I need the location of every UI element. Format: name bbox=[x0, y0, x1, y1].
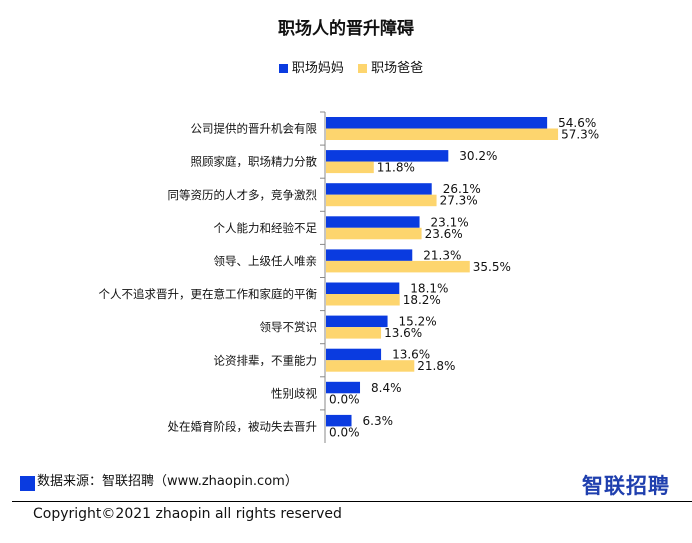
category-label: 照顾家庭，职场精力分散 bbox=[191, 155, 318, 169]
bar-dad bbox=[326, 194, 437, 207]
bar-mom bbox=[326, 282, 400, 294]
bar-mom bbox=[326, 216, 420, 228]
category-label: 同等资历的人才多，竞争激烈 bbox=[168, 188, 318, 202]
divider bbox=[12, 501, 692, 502]
bar-dad bbox=[326, 260, 470, 273]
data-label: 21.8% bbox=[417, 359, 455, 373]
category-label: 论资排辈，不重能力 bbox=[214, 353, 318, 367]
source-text: 数据来源：智联招聘（www.zhaopin.com） bbox=[37, 474, 298, 489]
zhaopin-logo: 智联招聘 bbox=[582, 474, 670, 498]
data-label: 21.3% bbox=[423, 248, 461, 262]
data-label: 30.2% bbox=[459, 149, 497, 163]
data-label: 54.6% bbox=[558, 116, 596, 130]
bar-mom bbox=[326, 348, 382, 361]
bar-mom bbox=[326, 150, 449, 162]
bar-mom bbox=[326, 315, 388, 328]
category-label: 个人不追求晋升，更在意工作和家庭的平衡 bbox=[99, 287, 318, 301]
data-label: 23.1% bbox=[431, 215, 469, 229]
bar-dad bbox=[326, 227, 422, 240]
bar-dad bbox=[326, 161, 374, 174]
legend-label-mom: 职场妈妈 bbox=[291, 61, 344, 76]
data-label: 6.3% bbox=[363, 414, 394, 428]
category-label: 个人能力和经验不足 bbox=[214, 221, 318, 235]
legend-swatch-dad bbox=[358, 64, 368, 73]
bar-mom bbox=[326, 414, 352, 427]
data-label: 26.1% bbox=[443, 182, 481, 196]
bar-mom bbox=[326, 249, 413, 261]
bar-dad bbox=[326, 327, 382, 339]
category-label: 领导不赏识 bbox=[260, 320, 318, 334]
data-label: 0.0% bbox=[329, 425, 360, 439]
category-label: 性别歧视 bbox=[271, 386, 317, 400]
data-label: 13.6% bbox=[384, 326, 422, 340]
data-label: 35.5% bbox=[473, 260, 511, 274]
data-label: 11.8% bbox=[377, 161, 415, 175]
data-label: 18.2% bbox=[403, 293, 441, 307]
bar-dad bbox=[326, 294, 400, 306]
legend-label-dad: 职场爸爸 bbox=[371, 61, 424, 76]
legend-swatch-mom bbox=[278, 64, 288, 73]
source-marker-icon bbox=[20, 476, 35, 491]
category-label: 领导、上级任人唯亲 bbox=[214, 254, 318, 268]
category-label: 处在婚育阶段，被动失去晋升 bbox=[168, 419, 318, 433]
bar-dad bbox=[326, 128, 559, 140]
bar-mom bbox=[326, 381, 361, 394]
data-label: 0.0% bbox=[329, 392, 360, 406]
bar-dad bbox=[326, 360, 415, 372]
copyright: Copyright©2021 zhaopin all rights reserv… bbox=[33, 506, 342, 522]
bar-mom bbox=[326, 183, 432, 195]
data-label: 15.2% bbox=[399, 315, 437, 329]
data-label: 57.3% bbox=[561, 128, 599, 142]
data-label: 13.6% bbox=[392, 348, 430, 362]
data-label: 27.3% bbox=[440, 194, 478, 208]
data-label: 8.4% bbox=[371, 381, 402, 395]
data-label: 18.1% bbox=[410, 282, 448, 296]
data-label: 23.6% bbox=[425, 227, 463, 241]
legend: 职场妈妈 职场爸爸 bbox=[0, 57, 692, 76]
plot-area: 公司提供的晋升机会有限 54.6%57.3% 照顾家庭，职场精力分散 30.2% 11.… bbox=[99, 111, 599, 443]
category-label: 公司提供的晋升机会有限 bbox=[191, 122, 318, 136]
chart-title: 职场人的晋升障碍 bbox=[278, 19, 414, 39]
data-source: 数据来源：智联招聘（www.zhaopin.com） bbox=[20, 470, 298, 491]
bar-mom bbox=[326, 117, 548, 129]
